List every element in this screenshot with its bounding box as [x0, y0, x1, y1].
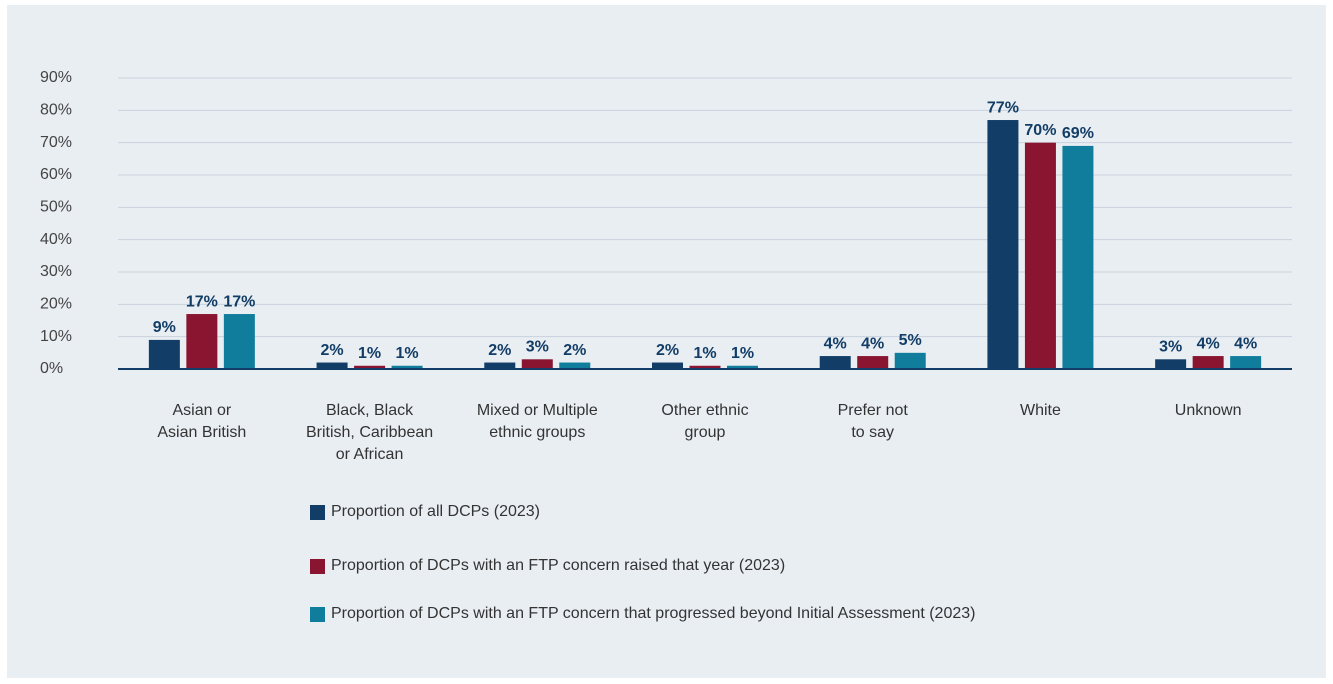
- value-label: 4%: [861, 335, 884, 352]
- legend-label: Proportion of DCPs with an FTP concern r…: [331, 557, 786, 574]
- bar: [354, 365, 386, 369]
- bar: [652, 362, 683, 369]
- x-tick-label: Mixed or Multiple ethnic groups: [476, 402, 598, 441]
- y-tick-label: 60%: [40, 166, 72, 183]
- value-label: 5%: [899, 332, 922, 349]
- value-label: 2%: [563, 342, 586, 359]
- value-label: 3%: [1159, 339, 1182, 356]
- x-tick-label: Unknown: [1174, 402, 1242, 419]
- bar: [148, 339, 180, 369]
- legend-swatch: [310, 606, 325, 622]
- value-label: 3%: [526, 339, 549, 356]
- y-tick-label: 10%: [40, 328, 72, 345]
- value-label: 69%: [1062, 125, 1094, 142]
- x-tick-label: Black, Black British, Caribbean or Afric…: [305, 402, 434, 463]
- value-label: 77%: [987, 99, 1019, 116]
- bar: [186, 314, 218, 369]
- bar: [1062, 145, 1094, 369]
- legend-entry: Proportion of DCPs with an FTP concern r…: [310, 555, 785, 577]
- bar: [987, 120, 1019, 370]
- y-tick-label: 30%: [40, 263, 72, 280]
- bar: [1230, 356, 1262, 369]
- bar: [316, 362, 348, 369]
- legend-label: Proportion of all DCPs (2023): [331, 503, 540, 520]
- bar: [484, 362, 516, 369]
- value-label: 17%: [186, 293, 218, 310]
- bar: [521, 359, 553, 369]
- y-tick-label: 20%: [40, 296, 72, 313]
- value-label: 17%: [223, 293, 255, 310]
- bar: [857, 356, 889, 369]
- y-tick-label: 0%: [40, 360, 63, 377]
- x-tick-label: Prefer not to say: [837, 402, 908, 441]
- value-label: 4%: [1234, 335, 1257, 352]
- bar: [1024, 142, 1056, 369]
- x-tick-label: Asian or Asian British: [157, 402, 247, 441]
- legend-label: Proportion of DCPs with an FTP concern t…: [331, 605, 976, 622]
- bar: [819, 356, 851, 369]
- bar: [727, 365, 758, 369]
- legend-entry: Proportion of DCPs with an FTP concern t…: [310, 603, 975, 625]
- value-label: 2%: [488, 342, 511, 359]
- value-label: 9%: [153, 319, 176, 336]
- value-label: 1%: [396, 345, 419, 362]
- bar: [391, 365, 423, 369]
- value-label: 1%: [731, 345, 754, 362]
- value-label: 4%: [1197, 335, 1220, 352]
- y-tick-label: 40%: [40, 231, 72, 248]
- legend-swatch: [310, 558, 325, 574]
- x-tick-label: Other ethnic group: [661, 402, 749, 441]
- x-tick-label: White: [1019, 402, 1061, 419]
- y-tick-label: 70%: [40, 134, 72, 151]
- y-tick-label: 50%: [40, 199, 72, 216]
- legend-entry: Proportion of all DCPs (2023): [310, 501, 540, 523]
- value-label: 70%: [1024, 122, 1056, 139]
- bar: [1192, 356, 1224, 369]
- bar: [223, 314, 255, 369]
- y-tick-label: 80%: [40, 102, 72, 119]
- bar: [559, 362, 591, 369]
- bar: [1155, 359, 1187, 369]
- bar: [689, 365, 721, 369]
- y-tick-label: 90%: [40, 69, 72, 86]
- value-label: 1%: [358, 345, 381, 362]
- legend-swatch: [310, 504, 325, 520]
- value-label: 4%: [824, 335, 847, 352]
- bar: [894, 352, 926, 369]
- value-label: 2%: [321, 342, 344, 359]
- value-label: 1%: [693, 345, 716, 362]
- value-label: 2%: [656, 342, 679, 359]
